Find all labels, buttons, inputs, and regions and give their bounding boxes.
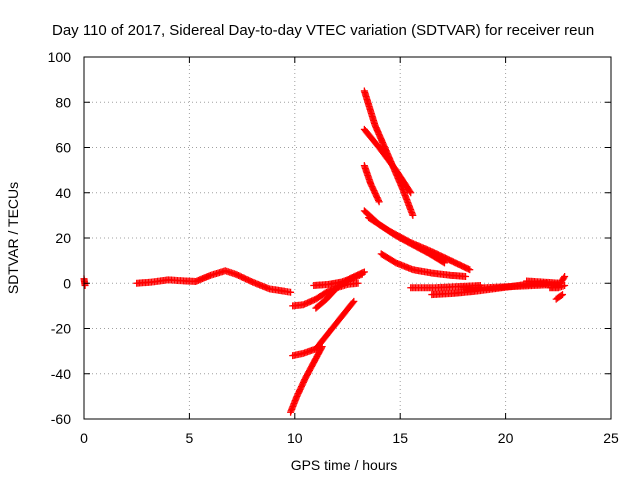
data-point bbox=[318, 344, 326, 352]
x-tick-label: 20 bbox=[498, 430, 514, 446]
series-arc-5 bbox=[312, 268, 368, 312]
series-arc-13 bbox=[377, 250, 470, 280]
data-points bbox=[80, 87, 569, 416]
x-tick-label: 15 bbox=[392, 430, 408, 446]
series-arc-2 bbox=[133, 267, 295, 296]
series-arc-6 bbox=[289, 297, 358, 360]
series-arc-7 bbox=[287, 343, 326, 416]
data-point bbox=[407, 189, 415, 197]
y-tick-label: -60 bbox=[51, 411, 71, 427]
x-tick-label: 25 bbox=[603, 430, 619, 446]
data-point bbox=[350, 297, 358, 305]
y-tick-label: 60 bbox=[55, 140, 71, 156]
series-arc-19 bbox=[552, 291, 567, 303]
grid bbox=[84, 57, 611, 419]
series-arc-10 bbox=[360, 162, 383, 206]
series-arc-17 bbox=[523, 272, 569, 287]
series-arc-3 bbox=[289, 279, 362, 310]
series-arc-8 bbox=[360, 87, 417, 219]
y-axis-label: SDTVAR / TECUs bbox=[5, 182, 21, 294]
data-point bbox=[375, 198, 383, 206]
y-tick-label: 40 bbox=[55, 185, 71, 201]
axis-ticks: 0 5 10 15 20 25 -60 -40 -20 0 20 40 60 80 100 bbox=[48, 49, 619, 446]
data-point bbox=[287, 288, 295, 296]
y-tick-label: -20 bbox=[51, 321, 71, 337]
y-tick-label: 100 bbox=[48, 49, 72, 65]
series-arc-18 bbox=[546, 282, 569, 292]
data-point bbox=[466, 266, 474, 274]
data-point bbox=[318, 343, 326, 351]
data-point bbox=[559, 291, 567, 299]
series-arc-14 bbox=[407, 282, 484, 292]
data-point bbox=[349, 298, 357, 306]
x-tick-label: 0 bbox=[80, 430, 88, 446]
plot-frame bbox=[83, 56, 612, 420]
data-point bbox=[360, 268, 368, 276]
y-tick-label: 0 bbox=[63, 275, 71, 291]
data-point bbox=[409, 211, 417, 219]
chart-title: Day 110 of 2017, Sidereal Day-to-day VTE… bbox=[52, 22, 594, 39]
data-point bbox=[560, 274, 568, 282]
data-point bbox=[557, 291, 565, 299]
data-point bbox=[354, 279, 362, 287]
y-tick-label: 80 bbox=[55, 94, 71, 110]
series-arc-1 bbox=[80, 275, 89, 290]
data-point bbox=[561, 282, 569, 290]
data-point bbox=[406, 187, 414, 195]
y-tick-label: -40 bbox=[51, 366, 71, 382]
series-arc-12 bbox=[365, 214, 474, 274]
x-tick-label: 5 bbox=[186, 430, 194, 446]
x-axis-label: GPS time / hours bbox=[291, 457, 398, 473]
y-tick-label: 20 bbox=[55, 230, 71, 246]
series-arc-9 bbox=[360, 125, 415, 197]
x-tick-label: 10 bbox=[287, 430, 303, 446]
data-point bbox=[561, 272, 569, 280]
data-point bbox=[462, 272, 470, 280]
